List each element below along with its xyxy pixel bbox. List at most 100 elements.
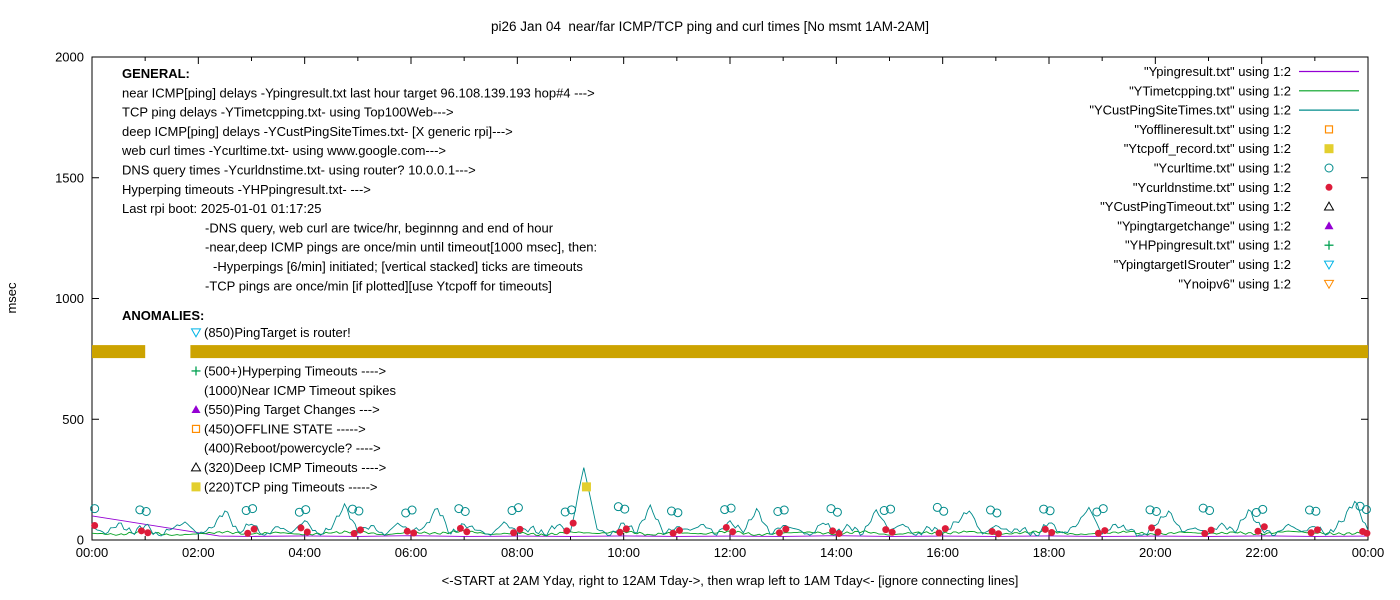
marker-circle-filled <box>675 526 683 534</box>
marker-circle-filled <box>1094 529 1102 537</box>
marker-circle-open <box>407 505 417 515</box>
marker-circle-filled <box>829 527 837 535</box>
legend-label: "Ypingresult.txt" using 1:2 <box>1144 64 1291 79</box>
marker-triangle-up-open <box>190 462 202 472</box>
anomaly-label: (1000)Near ICMP Timeout spikes <box>204 383 396 398</box>
marker-circle-open <box>1045 506 1055 516</box>
x-tick-label: 18:00 <box>1033 545 1066 560</box>
noipv6-band <box>92 345 146 359</box>
marker-circle-open <box>832 507 842 517</box>
marker-circle-open <box>141 507 151 517</box>
marker-circle-filled <box>297 524 305 532</box>
series-line <box>91 515 1369 537</box>
noipv6-band <box>190 345 1368 359</box>
marker-circle-open <box>241 506 251 516</box>
marker-circle-filled <box>1260 523 1268 531</box>
marker-circle-filled <box>1048 529 1056 537</box>
y-axis-label: msec <box>4 282 19 314</box>
marker-circle-filled <box>403 527 411 535</box>
anomalies-header: ANOMALIES: <box>122 308 204 323</box>
marker-circle-filled <box>1325 183 1333 191</box>
chart-title: pi26 Jan 04 near/far ICMP/TCP ping and c… <box>491 19 929 34</box>
y-tick-label: 1500 <box>55 170 84 185</box>
anomaly-label: (500+)Hyperping Timeouts ----> <box>204 363 386 378</box>
y-tick-label: 2000 <box>55 50 84 65</box>
general-line: near ICMP[ping] delays -Ypingresult.txt … <box>122 85 595 100</box>
marker-circle-filled <box>835 529 843 537</box>
marker-circle-filled <box>463 528 471 536</box>
legend-label: "Ycurltime.txt" using 1:2 <box>1154 161 1291 176</box>
general-note: -near,deep ICMP pings are once/min until… <box>205 240 597 255</box>
marker-circle-open <box>90 504 100 514</box>
x-tick-label: 04:00 <box>288 545 321 560</box>
anomaly-label: (220)TCP ping Timeouts -----> <box>204 479 378 494</box>
legend-label: "Yofflineresult.txt" using 1:2 <box>1134 122 1291 137</box>
marker-circle-open <box>667 506 677 516</box>
plot-content: 00:00 02:00 04:00 06:00 08:00 10:00 12:00 14:00… <box>55 50 1384 561</box>
general-line: Last rpi boot: 2025-01-01 01:17:25 <box>122 201 321 216</box>
marker-circle-filled <box>882 526 890 534</box>
marker-circle-filled <box>888 528 896 536</box>
marker-circle-filled <box>510 529 518 537</box>
x-tick-label: 20:00 <box>1139 545 1172 560</box>
marker-circle-filled <box>410 529 418 537</box>
marker-circle-filled <box>941 525 949 533</box>
general-header: GENERAL: <box>122 66 190 81</box>
general-note: -Hyperpings [6/min] initiated; [vertical… <box>213 259 583 274</box>
marker-circle-filled <box>516 525 524 533</box>
x-tick-label: 02:00 <box>182 545 215 560</box>
marker-circle-filled <box>622 525 630 533</box>
marker-circle-open <box>773 507 783 517</box>
x-tick-label: 12:00 <box>714 545 747 560</box>
anomaly-label: (850)PingTarget is router! <box>204 325 351 340</box>
marker-square-filled <box>1324 144 1334 154</box>
marker-circle-open <box>354 506 364 516</box>
marker-circle-open <box>1305 505 1315 515</box>
marker-circle-filled <box>722 523 730 531</box>
marker-circle-open <box>932 502 942 512</box>
general-line: web curl times -Ycurltime.txt- using www… <box>121 143 446 158</box>
marker-circle-open <box>294 507 304 517</box>
general-note: -DNS query, web curl are twice/hr, begin… <box>205 220 554 235</box>
legend-label: "Ynoipv6" using 1:2 <box>1178 276 1291 291</box>
general-line: DNS query times -Ycurldnstime.txt- using… <box>122 163 476 178</box>
marker-circle-filled <box>994 530 1002 538</box>
general-line: Hyperping timeouts -YHPpingresult.txt- -… <box>122 182 371 197</box>
marker-circle-open <box>567 505 577 515</box>
marker-circle-open <box>673 508 683 518</box>
legend-label: "YCustPingSiteTimes.txt" using 1:2 <box>1089 103 1291 118</box>
marker-circle-filled <box>456 524 464 532</box>
marker-circle-filled <box>1307 529 1315 537</box>
y-tick-label: 1000 <box>55 291 84 306</box>
marker-circle-open <box>726 503 736 513</box>
marker-circle-open <box>135 505 145 515</box>
marker-circle-open <box>560 507 570 517</box>
anomaly-label: (320)Deep ICMP Timeouts ----> <box>204 460 386 475</box>
marker-square-filled <box>191 482 201 492</box>
marker-square-open <box>1324 125 1334 134</box>
marker-circle-open <box>1311 506 1321 516</box>
marker-square-open <box>191 424 201 434</box>
marker-circle-filled <box>250 525 258 533</box>
marker-circle-open <box>1098 504 1108 514</box>
legend-label: "YCustPingTimeout.txt" using 1:2 <box>1100 199 1291 214</box>
anomaly-label: (400)Reboot/powercycle? ----> <box>204 441 381 456</box>
marker-circle-filled <box>616 528 624 536</box>
marker-circle-filled <box>569 519 577 527</box>
anomaly-label: (450)OFFLINE STATE -----> <box>204 421 366 436</box>
marker-circle-filled <box>1254 527 1262 535</box>
marker-circle-filled <box>1313 526 1321 534</box>
marker-square-filled <box>581 482 591 492</box>
marker-circle-open <box>1324 163 1334 173</box>
marker-circle-open <box>992 508 1002 518</box>
marker-circle-open <box>939 506 949 516</box>
x-tick-label: 14:00 <box>820 545 853 560</box>
legend-label: "Ycurldnstime.txt" using 1:2 <box>1133 180 1291 195</box>
marker-circle-filled <box>1201 529 1209 537</box>
x-tick-label: 00:00 <box>1352 545 1385 560</box>
legend-label: "YpingtargetISrouter" using 1:2 <box>1114 257 1291 272</box>
marker-circle-filled <box>729 528 737 536</box>
x-tick-label: 22:00 <box>1245 545 1278 560</box>
marker-circle-filled <box>303 528 311 536</box>
